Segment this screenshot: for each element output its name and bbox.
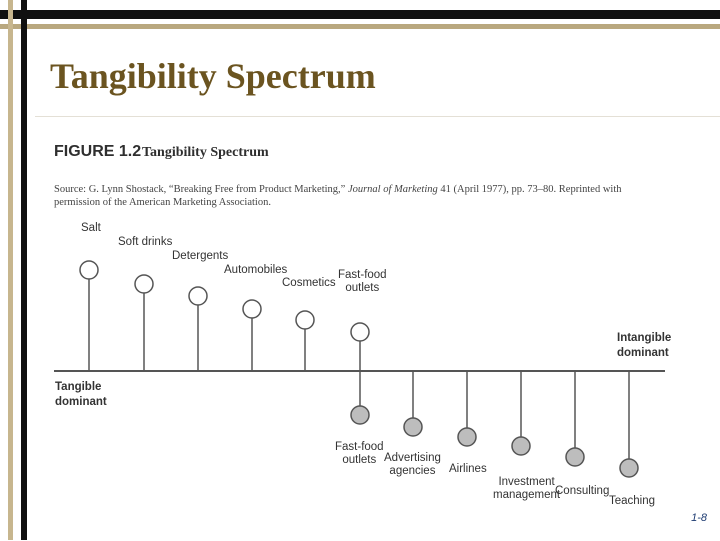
item-label-salt: Salt <box>81 222 101 234</box>
source-text-2: 41 (April 1977), pp. 73–80. Reprinted wi… <box>54 184 622 208</box>
top-black-bar <box>0 10 720 19</box>
left-black-bar <box>21 0 27 540</box>
tangible-marker <box>134 274 154 294</box>
item-label-investment-management: Investment management <box>493 476 561 501</box>
item-label-teaching: Teaching <box>609 495 656 507</box>
figure-title: Tangibility Spectrum <box>142 145 269 160</box>
figure-label: FIGURE 1.2 <box>54 143 142 160</box>
tangible-marker <box>242 299 262 319</box>
tangible-items-group <box>79 260 370 371</box>
top-gold-bar <box>0 24 720 29</box>
intangible-items-group <box>350 371 639 478</box>
intangible-dominant-line1: Intangible <box>617 332 672 344</box>
top-white-strip <box>0 0 720 4</box>
intangible-marker <box>619 458 639 478</box>
intangible-dominant-label: Intangible dominant <box>617 331 671 361</box>
item-label-automobiles: Automobiles <box>224 264 288 276</box>
intangible-marker <box>350 405 370 425</box>
intangible-marker <box>565 447 585 467</box>
item-label-consulting: Consulting <box>555 485 610 497</box>
item-label-soft-drinks: Soft drinks <box>118 236 173 248</box>
slide-number: 1-8 <box>691 512 707 524</box>
tangible-marker <box>350 322 370 342</box>
item-label-airlines: Airlines <box>449 463 487 475</box>
item-label-advertising-agencies: Advertising agencies <box>384 452 441 477</box>
tangible-marker <box>295 310 315 330</box>
left-gold-bar <box>8 0 13 540</box>
item-label-fast-food-intangible: Fast-food outlets <box>335 441 384 466</box>
intangible-marker <box>511 436 531 456</box>
item-label-detergents: Detergents <box>172 250 229 262</box>
item-label-cosmetics: Cosmetics <box>282 277 336 289</box>
figure-source: Source: G. Lynn Shostack, “Breaking Free… <box>54 183 666 209</box>
intangible-dominant-line2: dominant <box>617 347 669 359</box>
figure-panel <box>35 116 720 541</box>
intangible-marker <box>403 417 423 437</box>
tangible-marker <box>188 286 208 306</box>
tangible-marker <box>79 260 99 280</box>
tangible-dominant-label: Tangible dominant <box>55 380 107 410</box>
item-label-fast-food-tangible: Fast-food outlets <box>338 269 387 294</box>
title-band <box>27 30 720 116</box>
intangible-marker <box>457 427 477 447</box>
source-journal: Journal of Marketing <box>347 184 438 195</box>
source-text-1: Source: G. Lynn Shostack, “Breaking Free… <box>54 184 348 195</box>
tangible-dominant-line1: Tangible <box>55 381 102 393</box>
tangible-dominant-line2: dominant <box>55 396 107 408</box>
slide-title: Tangibility Spectrum <box>50 56 376 96</box>
